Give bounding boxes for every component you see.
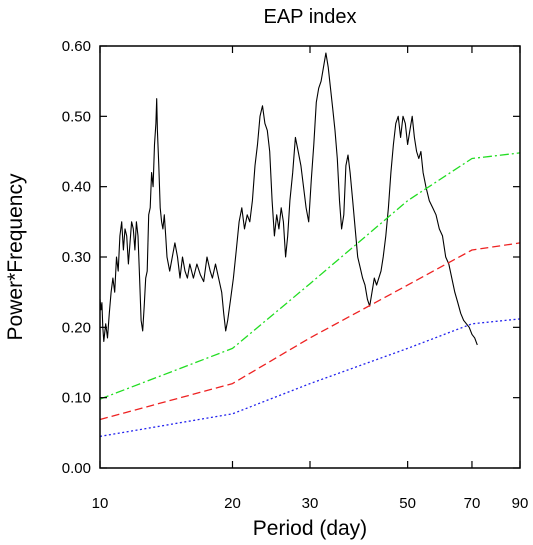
y-tick-label: 0.30 xyxy=(62,249,91,266)
series-line-solid xyxy=(99,52,478,346)
chart-title: EAP index xyxy=(263,6,356,28)
y-axis-title: Power*Frequency xyxy=(4,173,27,340)
x-tick-label: 30 xyxy=(302,495,319,512)
y-tick-label: 0.20 xyxy=(62,319,91,336)
y-tick-label: 0.10 xyxy=(62,390,91,407)
plot-frame xyxy=(99,45,521,469)
y-tick-label: 0.50 xyxy=(62,108,91,125)
axes-layer: 0.00 0.10 0.20 0.30 0.40 0.50 0.60 10 20 30 50 70 90 xyxy=(62,38,529,512)
series-line-dash-dot xyxy=(99,152,521,400)
x-tick-label: 20 xyxy=(224,495,241,512)
x-tick-label: 70 xyxy=(464,495,481,512)
series-line-dotted xyxy=(99,318,521,438)
y-tick-label: 0.40 xyxy=(62,179,91,196)
x-tick-label: 10 xyxy=(92,495,109,512)
series-line-dashed xyxy=(99,242,521,421)
y-tick-label: 0.60 xyxy=(62,38,91,55)
x-axis-title: Period (day) xyxy=(253,517,367,540)
x-tick-label: 50 xyxy=(399,495,416,512)
x-tick-label: 90 xyxy=(512,495,529,512)
series-layer xyxy=(99,52,521,438)
y-tick-label: 0.00 xyxy=(62,460,91,477)
